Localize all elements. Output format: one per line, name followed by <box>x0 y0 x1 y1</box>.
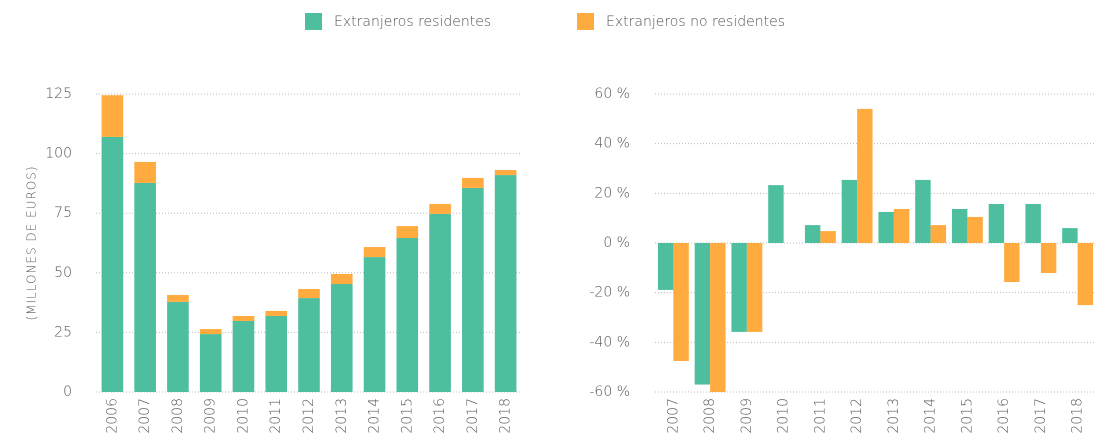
x-tick-label: 2008 <box>170 398 186 434</box>
bar-segment <box>330 273 353 285</box>
x-tick-label: 2013 <box>334 398 350 434</box>
bar <box>951 208 968 243</box>
x-tick-label: 2011 <box>812 398 828 434</box>
bar-segment <box>101 136 124 392</box>
bar <box>930 225 947 243</box>
legend-swatch <box>577 13 594 30</box>
x-tick-label: 2009 <box>203 398 219 434</box>
x-tick-label: 2007 <box>665 398 681 434</box>
x-tick-label: 2017 <box>465 398 481 434</box>
y-tick-label: 100 <box>45 146 72 162</box>
x-tick-label: 2015 <box>959 398 975 434</box>
bar <box>893 208 910 243</box>
y-tick-label: 0 <box>63 384 72 400</box>
bar <box>967 216 983 243</box>
bar <box>657 243 674 290</box>
y-tick-label: 125 <box>45 86 72 102</box>
x-tick-label: 2016 <box>996 398 1012 434</box>
bar <box>915 179 931 243</box>
bar-segment <box>298 289 320 299</box>
bar-segment <box>199 334 222 392</box>
bar-segment <box>232 320 255 392</box>
y-axis-label: (MILLONES DE EUROS) <box>25 165 39 320</box>
bar-segment <box>330 284 353 392</box>
x-tick-label: 2006 <box>104 398 120 434</box>
bar-segment <box>429 213 451 392</box>
bar-segment <box>265 315 288 392</box>
bar <box>694 243 711 385</box>
x-tick-label: 2014 <box>923 398 939 434</box>
y-tick-label: 25 <box>54 324 72 340</box>
bar <box>1062 228 1078 243</box>
x-tick-label: 2007 <box>137 398 153 434</box>
bar <box>1040 243 1057 274</box>
bar-segment <box>134 182 156 392</box>
bar <box>857 108 873 244</box>
bar-segment <box>462 187 484 392</box>
bar-segment <box>298 298 320 392</box>
bar <box>820 231 836 243</box>
x-tick-label: 2012 <box>849 398 865 434</box>
x-tick-label: 2013 <box>886 398 902 434</box>
x-tick-label: 2015 <box>399 398 415 434</box>
y-tick-label: -60 % <box>589 384 630 400</box>
bar-segment <box>167 294 189 302</box>
bar-segment <box>396 226 419 238</box>
bar <box>1004 243 1020 282</box>
y-tick-label: -20 % <box>589 285 630 301</box>
bar-segment <box>494 170 517 176</box>
y-tick-label: 60 % <box>594 86 630 102</box>
legend-label: Extranjeros residentes <box>334 14 491 30</box>
bar <box>731 243 747 332</box>
x-tick-label: 2014 <box>367 398 383 434</box>
x-tick-label: 2010 <box>776 398 792 434</box>
x-tick-label: 2008 <box>702 398 718 434</box>
bar-segment <box>101 95 124 137</box>
x-tick-label: 2017 <box>1033 398 1049 434</box>
bar <box>768 185 784 243</box>
x-tick-label: 2009 <box>739 398 755 434</box>
bar-segment <box>363 257 386 392</box>
legend-swatch <box>305 13 322 30</box>
bar-segment <box>265 310 288 316</box>
bar-segment <box>134 161 156 183</box>
bar-segment <box>363 247 386 258</box>
x-tick-label: 2018 <box>498 398 514 434</box>
bar <box>673 243 689 361</box>
y-tick-label: 40 % <box>594 136 630 152</box>
bar <box>841 179 858 243</box>
x-tick-label: 2016 <box>432 398 448 434</box>
x-tick-label: 2011 <box>268 398 284 434</box>
bar-segment <box>396 237 419 392</box>
y-tick-label: 0 % <box>603 235 630 251</box>
legend-label: Extranjeros no residentes <box>606 14 785 30</box>
bar <box>710 243 726 392</box>
bar-segment <box>429 203 451 214</box>
bar <box>1025 204 1041 243</box>
bar <box>746 243 763 332</box>
bar-segment <box>167 301 189 392</box>
x-tick-label: 2018 <box>1070 398 1086 434</box>
y-tick-label: 50 <box>54 265 72 281</box>
bar <box>804 225 821 243</box>
x-tick-label: 2010 <box>235 398 251 434</box>
y-tick-label: 75 <box>54 205 72 221</box>
bar-segment <box>494 175 517 392</box>
x-tick-label: 2012 <box>301 398 317 434</box>
bar-segment <box>199 329 222 335</box>
y-tick-label: -40 % <box>589 334 630 350</box>
bar-segment <box>462 177 484 188</box>
bar <box>988 204 1005 243</box>
bar-segment <box>232 315 255 321</box>
bar <box>878 211 894 243</box>
bar <box>1077 243 1094 306</box>
y-tick-label: 20 % <box>594 185 630 201</box>
